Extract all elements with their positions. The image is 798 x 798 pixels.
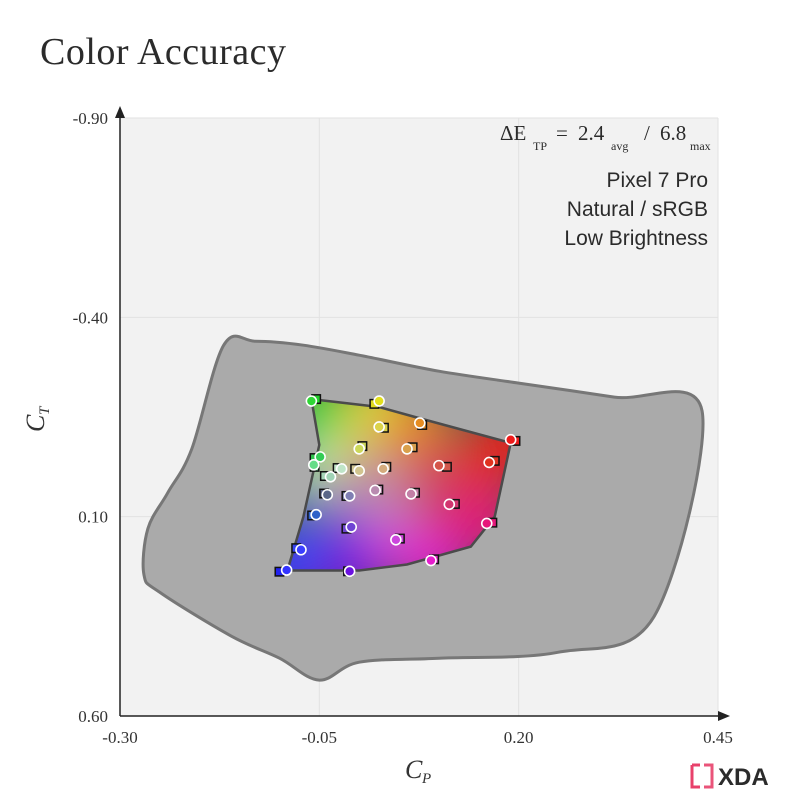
y-tick-label: -0.40: [73, 308, 108, 327]
y-axis-label: C: [21, 414, 50, 432]
x-tick-label: -0.05: [302, 728, 337, 747]
target-point: [324, 470, 337, 483]
target-point: [305, 395, 318, 407]
target-point: [353, 443, 366, 455]
delta-e-slash: /: [644, 121, 650, 145]
y-tick-label: -0.90: [73, 109, 108, 128]
target-point: [433, 459, 445, 472]
device-name: Pixel 7 Pro: [606, 169, 708, 192]
target-point: [390, 533, 402, 546]
target-point: [343, 490, 356, 502]
target-point: [483, 456, 495, 469]
y-tick-label: 0.10: [78, 508, 108, 527]
measured-point-fill: [275, 568, 283, 576]
target-point: [405, 488, 417, 500]
x-axis-arrow: [718, 711, 730, 721]
target-point: [310, 508, 322, 521]
target-point: [280, 564, 293, 576]
target-point: [314, 451, 326, 463]
delta-e-avg: 2.4: [578, 121, 605, 145]
target-point: [413, 417, 426, 429]
target-point: [345, 521, 358, 533]
target-point: [480, 517, 493, 530]
target-point: [443, 498, 456, 511]
xda-logo: XDA: [690, 763, 769, 790]
x-tick-label: 0.20: [504, 728, 534, 747]
y-axis-label-sub: T: [37, 405, 53, 415]
brightness-mode: Low Brightness: [564, 227, 708, 250]
delta-e-eq: =: [556, 121, 568, 145]
measured-point-fill: [443, 463, 451, 471]
target-point: [373, 421, 385, 433]
x-tick-label: -0.30: [102, 728, 137, 747]
x-axis-label: C: [405, 755, 423, 784]
color-mode: Natural / sRGB: [567, 198, 708, 221]
target-point: [335, 463, 348, 475]
target-point: [307, 459, 320, 471]
delta-e-max: 6.8: [660, 121, 686, 145]
target-point: [401, 443, 413, 455]
target-point: [321, 488, 334, 501]
delta-e-readout: ΔE TP = 2.4 avg / 6.8 max: [500, 121, 711, 153]
target-point: [373, 395, 385, 407]
y-tick-label: 0.60: [78, 707, 108, 726]
measured-point-fill: [491, 457, 499, 465]
target-point: [343, 565, 356, 578]
delta-e-avg-sub: avg: [611, 139, 628, 153]
chart-title: Color Accuracy: [40, 31, 287, 73]
delta-e-max-sub: max: [690, 139, 711, 153]
x-axis-label-sub: P: [421, 771, 431, 787]
delta-e-symbol-sub: TP: [533, 139, 547, 153]
target-point: [295, 543, 307, 556]
y-axis-arrow: [115, 106, 125, 118]
delta-e-symbol: ΔE: [500, 121, 526, 145]
target-point: [504, 433, 517, 446]
target-point: [353, 465, 366, 477]
x-tick-label: 0.45: [703, 728, 733, 747]
logo-text: XDA: [718, 764, 769, 790]
target-point: [377, 463, 389, 475]
data-points: [274, 394, 521, 578]
target-point: [425, 554, 437, 567]
target-point: [369, 484, 381, 497]
measured-point-fill: [409, 443, 417, 451]
